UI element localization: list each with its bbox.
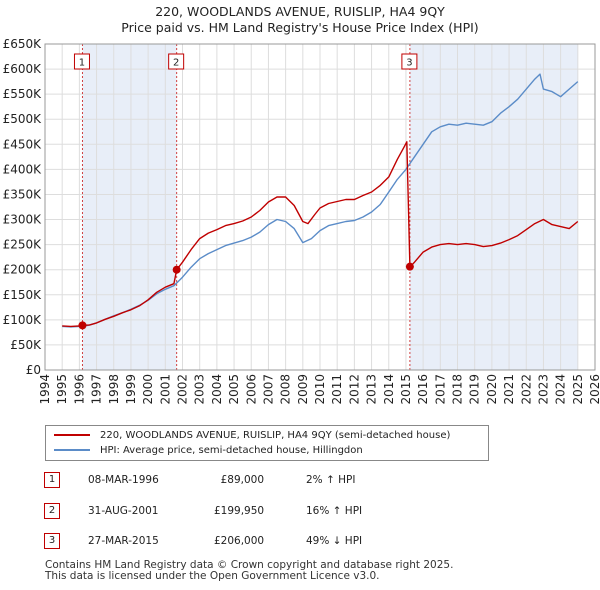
x-tick-label: 2011 (330, 374, 344, 405)
y-tick-label: £400K (3, 162, 43, 176)
legend-item-property: 220, WOODLANDS AVENUE, RUISLIP, HA4 9QY … (54, 429, 450, 443)
x-tick-label: 2015 (399, 374, 413, 405)
legend: 220, WOODLANDS AVENUE, RUISLIP, HA4 9QY … (45, 425, 489, 461)
x-tick-label: 2020 (485, 374, 499, 405)
sale-point (405, 262, 414, 271)
sale-number-badge: 2 (44, 503, 60, 519)
x-tick-label: 2013 (365, 374, 379, 405)
x-tick-label: 2016 (416, 374, 430, 405)
y-tick-label: £250K (3, 238, 43, 252)
x-tick-label: 1997 (90, 374, 104, 405)
y-tick-label: £300K (3, 213, 43, 227)
sale-number-badge: 3 (44, 533, 60, 549)
x-tick-label: 1998 (107, 374, 121, 405)
x-tick-label: 2002 (176, 374, 190, 405)
shaded-region (82, 44, 177, 370)
shaded-region (409, 44, 578, 370)
x-tick-label: 2026 (588, 374, 600, 405)
chart-title-line1: 220, WOODLANDS AVENUE, RUISLIP, HA4 9QY (155, 4, 445, 19)
y-tick-label: £0 (26, 363, 41, 377)
x-tick-label: 2005 (227, 374, 241, 405)
sale-label-box (73, 53, 90, 70)
sale-price: £89,000 (220, 474, 264, 486)
sale-date: 27-MAR-2015 (88, 535, 159, 547)
y-tick-label: £450K (3, 137, 43, 151)
chart-title-line2: Price paid vs. HM Land Registry's House … (121, 20, 479, 35)
sale-date: 31-AUG-2001 (88, 505, 159, 517)
sale-label-text: 1 (79, 58, 85, 69)
sale-point (78, 321, 87, 330)
plot-frame (44, 43, 596, 371)
x-tick-label: 2024 (554, 374, 568, 405)
sale-label-box (401, 53, 418, 70)
x-tick-label: 2019 (468, 374, 482, 405)
sale-label-text: 3 (406, 58, 412, 69)
y-tick-label: £500K (3, 112, 43, 126)
sale-price: £206,000 (214, 535, 265, 547)
legend-label-hpi: HPI: Average price, semi-detached house,… (100, 445, 363, 456)
sale-label-box (168, 53, 185, 70)
legend-item-hpi: HPI: Average price, semi-detached house,… (54, 444, 363, 458)
x-tick-label: 1995 (55, 374, 69, 405)
sale-point (172, 265, 181, 274)
footer-line1: Contains HM Land Registry data © Crown c… (45, 559, 454, 571)
x-tick-label: 2012 (347, 374, 361, 405)
x-tick-label: 2008 (279, 374, 293, 405)
chart-title: 220, WOODLANDS AVENUE, RUISLIP, HA4 9QY … (0, 4, 600, 36)
x-tick-label: 2001 (158, 374, 172, 405)
x-tick-label: 2022 (519, 374, 533, 405)
x-tick-label: 2007 (261, 374, 275, 405)
x-tick-label: 2018 (451, 374, 465, 405)
x-tick-label: 2004 (210, 374, 224, 405)
sale-hpi-change: 49% ↓ HPI (306, 535, 363, 547)
sale-hpi-change: 2% ↑ HPI (306, 474, 356, 486)
sale-hpi-change: 16% ↑ HPI (306, 505, 363, 517)
x-tick-label: 1999 (124, 374, 138, 405)
x-tick-label: 2014 (382, 374, 396, 405)
x-tick-label: 2000 (141, 374, 155, 405)
x-tick-label: 2010 (313, 374, 327, 405)
sale-number-badge: 1 (44, 472, 60, 488)
x-tick-label: 2017 (433, 374, 447, 405)
sale-price: £199,950 (214, 505, 265, 517)
x-tick-label: 2021 (502, 374, 516, 405)
x-tick-label: 2003 (193, 374, 207, 405)
y-tick-label: £150K (3, 288, 43, 302)
y-tick-label: £350K (3, 187, 43, 201)
x-tick-label: 2023 (536, 374, 550, 405)
sale-label-text: 2 (173, 58, 179, 69)
price-chart: £0 £50K £100K £150K £200K £250K £300K £350K £400… (3, 37, 600, 405)
legend-swatch-hpi (54, 449, 90, 451)
y-tick-label: £50K (10, 338, 42, 352)
legend-label-property: 220, WOODLANDS AVENUE, RUISLIP, HA4 9QY … (100, 430, 451, 441)
x-tick-label: 1996 (72, 374, 86, 405)
y-tick-label: £600K (3, 62, 43, 76)
y-tick-label: £550K (3, 87, 43, 101)
x-tick-label: 2025 (571, 374, 585, 405)
footer: Contains HM Land Registry data © Crown c… (45, 560, 453, 582)
sale-date: 08-MAR-1996 (88, 474, 159, 486)
series-line-property (62, 141, 579, 328)
y-tick-label: £200K (3, 263, 43, 277)
x-tick-label: 2009 (296, 374, 310, 405)
x-tick-label: 2006 (244, 374, 258, 405)
footer-line2: This data is licensed under the Open Gov… (45, 570, 380, 582)
y-tick-label: £650K (3, 37, 43, 51)
legend-swatch-property (54, 434, 90, 436)
x-tick-label: 1994 (38, 374, 52, 405)
y-tick-label: £100K (3, 313, 43, 327)
